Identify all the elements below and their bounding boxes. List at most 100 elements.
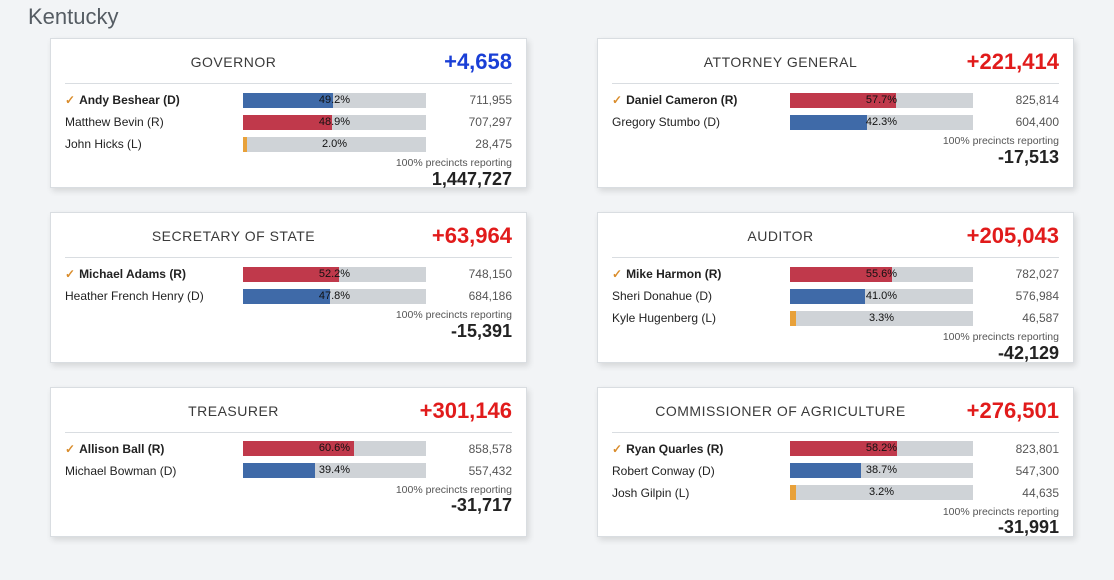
percent-label: 2.0% bbox=[243, 137, 426, 152]
divider bbox=[65, 257, 512, 258]
race-bottom-number: 1,447,727 bbox=[65, 170, 512, 190]
precincts-reporting: 100% precincts reporting bbox=[612, 136, 1059, 148]
race-card: GOVERNOR+4,658✓Andy Beshear (D)49.2%711,… bbox=[50, 38, 527, 188]
candidate-votes: 576,984 bbox=[973, 289, 1059, 303]
candidate-name: Heather French Henry (D) bbox=[65, 289, 243, 303]
race-margin: +4,658 bbox=[402, 49, 512, 75]
race-footer: 100% precincts reporting-15,391 bbox=[65, 308, 512, 341]
percent-bar: 52.2% bbox=[243, 267, 426, 282]
candidate-name: Kyle Hugenberg (L) bbox=[612, 311, 790, 325]
race-bottom-number: -31,717 bbox=[65, 496, 512, 516]
winner-check-icon: ✓ bbox=[65, 93, 75, 107]
candidate-row: ✓Daniel Cameron (R)57.7%825,814 bbox=[612, 90, 1059, 110]
race-bottom-number: -31,991 bbox=[612, 518, 1059, 538]
percent-label: 3.2% bbox=[790, 485, 973, 500]
percent-label: 42.3% bbox=[790, 115, 973, 130]
percent-label: 60.6% bbox=[243, 441, 426, 456]
race-title: COMMISSIONER OF AGRICULTURE bbox=[612, 403, 949, 419]
race-card: ATTORNEY GENERAL+221,414✓Daniel Cameron … bbox=[597, 38, 1074, 188]
divider bbox=[612, 257, 1059, 258]
candidate-name-text: Heather French Henry (D) bbox=[65, 289, 204, 303]
candidate-votes: 823,801 bbox=[973, 442, 1059, 456]
race-footer: 100% precincts reporting-31,717 bbox=[65, 483, 512, 516]
candidate-name-text: John Hicks (L) bbox=[65, 137, 142, 151]
candidate-votes: 44,635 bbox=[973, 486, 1059, 500]
percent-bar: 49.2% bbox=[243, 93, 426, 108]
candidate-votes: 748,150 bbox=[426, 267, 512, 281]
candidate-name: ✓Ryan Quarles (R) bbox=[612, 442, 790, 456]
race-title: ATTORNEY GENERAL bbox=[612, 54, 949, 70]
candidate-row: ✓Andy Beshear (D)49.2%711,955 bbox=[65, 90, 512, 110]
percent-label: 55.6% bbox=[790, 267, 973, 282]
divider bbox=[612, 83, 1059, 84]
percent-label: 58.2% bbox=[790, 441, 973, 456]
candidate-votes: 825,814 bbox=[973, 93, 1059, 107]
candidate-name-text: Ryan Quarles (R) bbox=[626, 442, 723, 456]
race-margin: +205,043 bbox=[949, 223, 1059, 249]
precincts-reporting: 100% precincts reporting bbox=[65, 485, 512, 497]
candidate-name-text: Josh Gilpin (L) bbox=[612, 486, 689, 500]
percent-label: 49.2% bbox=[243, 93, 426, 108]
race-margin: +63,964 bbox=[402, 223, 512, 249]
candidate-name: ✓Allison Ball (R) bbox=[65, 442, 243, 456]
race-header: SECRETARY OF STATE+63,964 bbox=[65, 223, 512, 257]
candidate-row: ✓Ryan Quarles (R)58.2%823,801 bbox=[612, 439, 1059, 459]
percent-label: 3.3% bbox=[790, 311, 973, 326]
candidate-votes: 557,432 bbox=[426, 464, 512, 478]
percent-label: 41.0% bbox=[790, 289, 973, 304]
percent-label: 57.7% bbox=[790, 93, 973, 108]
percent-bar: 41.0% bbox=[790, 289, 973, 304]
candidate-name-text: Andy Beshear (D) bbox=[79, 93, 180, 107]
percent-bar: 2.0% bbox=[243, 137, 426, 152]
race-card: SECRETARY OF STATE+63,964 ✓Michael Adams … bbox=[50, 212, 527, 362]
race-footer: 100% precincts reporting-31,991 bbox=[612, 505, 1059, 538]
candidate-row: ✓Allison Ball (R)60.6%858,578 bbox=[65, 439, 512, 459]
candidate-votes: 782,027 bbox=[973, 267, 1059, 281]
candidate-name-text: Mike Harmon (R) bbox=[626, 267, 721, 281]
candidate-name: Sheri Donahue (D) bbox=[612, 289, 790, 303]
candidate-row: Matthew Bevin (R)48.9%707,297 bbox=[65, 112, 512, 132]
page-title: Kentucky bbox=[0, 0, 1114, 38]
race-header: COMMISSIONER OF AGRICULTURE+276,501 bbox=[612, 398, 1059, 432]
percent-bar: 47.8% bbox=[243, 289, 426, 304]
candidate-name-text: Daniel Cameron (R) bbox=[626, 93, 737, 107]
race-header: ATTORNEY GENERAL+221,414 bbox=[612, 49, 1059, 83]
candidate-row: ✓Michael Adams (R)52.2%748,150 bbox=[65, 264, 512, 284]
candidate-votes: 604,400 bbox=[973, 115, 1059, 129]
percent-bar: 55.6% bbox=[790, 267, 973, 282]
race-title: AUDITOR bbox=[612, 228, 949, 244]
candidate-name-text: Michael Bowman (D) bbox=[65, 464, 176, 478]
winner-check-icon: ✓ bbox=[612, 267, 622, 281]
precincts-reporting: 100% precincts reporting bbox=[612, 332, 1059, 344]
candidate-row: Robert Conway (D)38.7%547,300 bbox=[612, 461, 1059, 481]
percent-bar: 58.2% bbox=[790, 441, 973, 456]
candidate-row: Gregory Stumbo (D) 42.3%604,400 bbox=[612, 112, 1059, 132]
candidate-votes: 858,578 bbox=[426, 442, 512, 456]
candidate-votes: 547,300 bbox=[973, 464, 1059, 478]
percent-bar: 60.6% bbox=[243, 441, 426, 456]
percent-bar: 42.3% bbox=[790, 115, 973, 130]
candidate-name: ✓ Andy Beshear (D) bbox=[65, 93, 243, 107]
precincts-reporting: 100% precincts reporting bbox=[612, 507, 1059, 519]
percent-bar: 39.4% bbox=[243, 463, 426, 478]
candidate-row: Michael Bowman (D) 39.4%557,432 bbox=[65, 461, 512, 481]
race-card: AUDITOR+205,043 ✓ Mike Harmon (R) 55.6%782,… bbox=[597, 212, 1074, 362]
candidate-name: Michael Bowman (D) bbox=[65, 464, 243, 478]
candidate-votes: 707,297 bbox=[426, 115, 512, 129]
race-bottom-number: -17,513 bbox=[612, 148, 1059, 168]
candidate-row: Heather French Henry (D) 47.8%684,186 bbox=[65, 286, 512, 306]
candidate-name-text: Michael Adams (R) bbox=[79, 267, 186, 281]
candidate-row: Sheri Donahue (D)41.0%576,984 bbox=[612, 286, 1059, 306]
candidate-name: ✓Michael Adams (R) bbox=[65, 267, 243, 281]
candidate-name-text: Kyle Hugenberg (L) bbox=[612, 311, 716, 325]
race-footer: 100% precincts reporting-42,129 bbox=[612, 330, 1059, 363]
candidate-name: Gregory Stumbo (D) bbox=[612, 115, 790, 129]
candidate-votes: 46,587 bbox=[973, 311, 1059, 325]
candidate-name-text: Robert Conway (D) bbox=[612, 464, 715, 478]
candidate-name-text: Gregory Stumbo (D) bbox=[612, 115, 720, 129]
race-title: TREASURER bbox=[65, 403, 402, 419]
candidate-votes: 684,186 bbox=[426, 289, 512, 303]
race-bottom-number: -15,391 bbox=[65, 322, 512, 342]
candidate-row: John Hicks (L)2.0%28,475 bbox=[65, 134, 512, 154]
percent-bar: 48.9% bbox=[243, 115, 426, 130]
